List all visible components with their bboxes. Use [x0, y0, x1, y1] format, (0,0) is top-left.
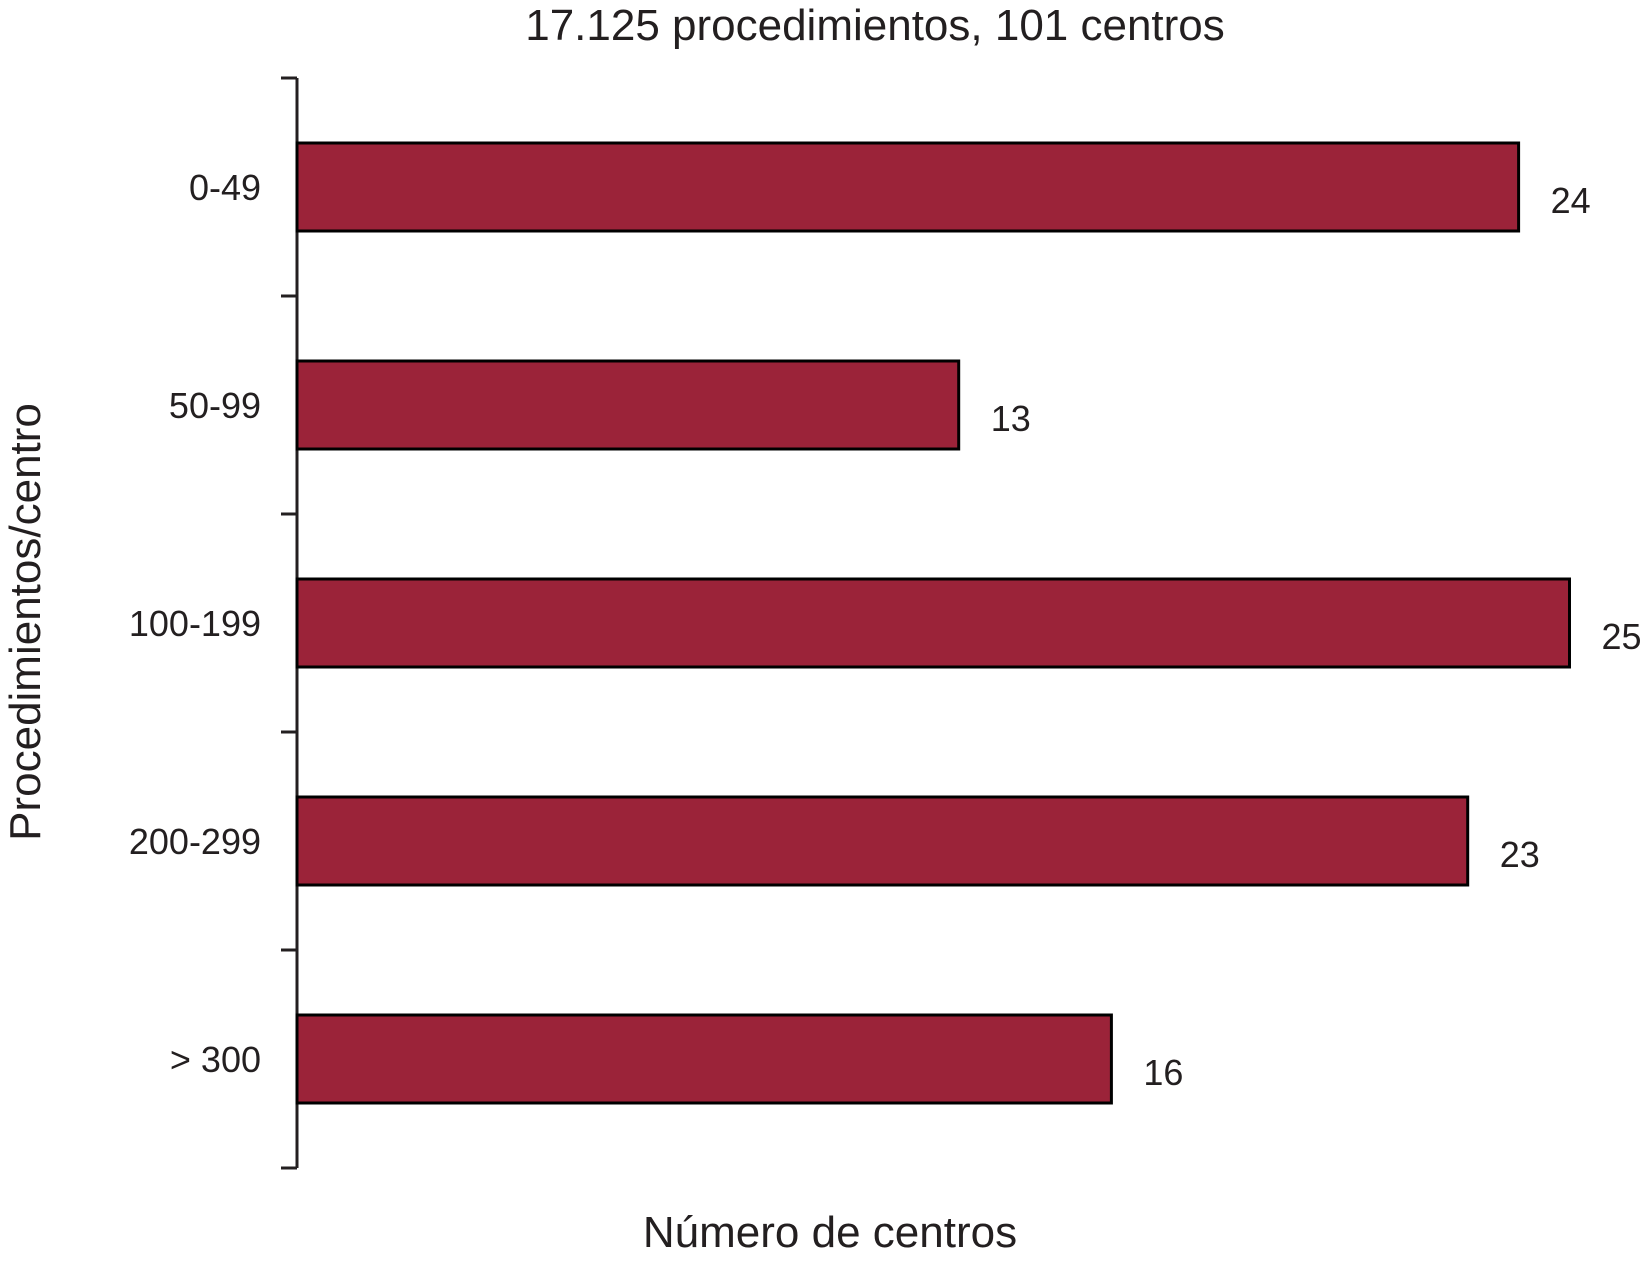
y-tick-labels: 0-49 50-99 100-199 200-299 > 300: [129, 167, 261, 1080]
bar-0: [295, 141, 1521, 233]
data-label: 16: [1143, 1052, 1183, 1093]
bars: [295, 141, 1571, 1105]
y-tick-label: 50-99: [169, 385, 261, 426]
data-label: 25: [1602, 616, 1642, 657]
y-tick-label: 200-299: [129, 821, 261, 862]
x-axis-title: Número de centros: [643, 1208, 1017, 1257]
bar-1: [295, 359, 961, 451]
bar-3: [295, 795, 1470, 887]
bar-4: [295, 1013, 1113, 1105]
data-label: 24: [1551, 180, 1591, 221]
y-axis-title: Procedimientos/centro: [1, 403, 50, 841]
data-label: 13: [991, 398, 1031, 439]
y-tick-label: 0-49: [189, 167, 261, 208]
chart-title: 17.125 procedimientos, 101 centros: [525, 1, 1225, 50]
data-label: 23: [1500, 834, 1540, 875]
bar-2: [295, 577, 1571, 669]
y-axis-ticks: [281, 76, 297, 1170]
y-tick-label: 100-199: [129, 603, 261, 644]
y-tick-label: > 300: [170, 1039, 261, 1080]
data-labels: 24 13 25 23 16: [991, 180, 1642, 1093]
